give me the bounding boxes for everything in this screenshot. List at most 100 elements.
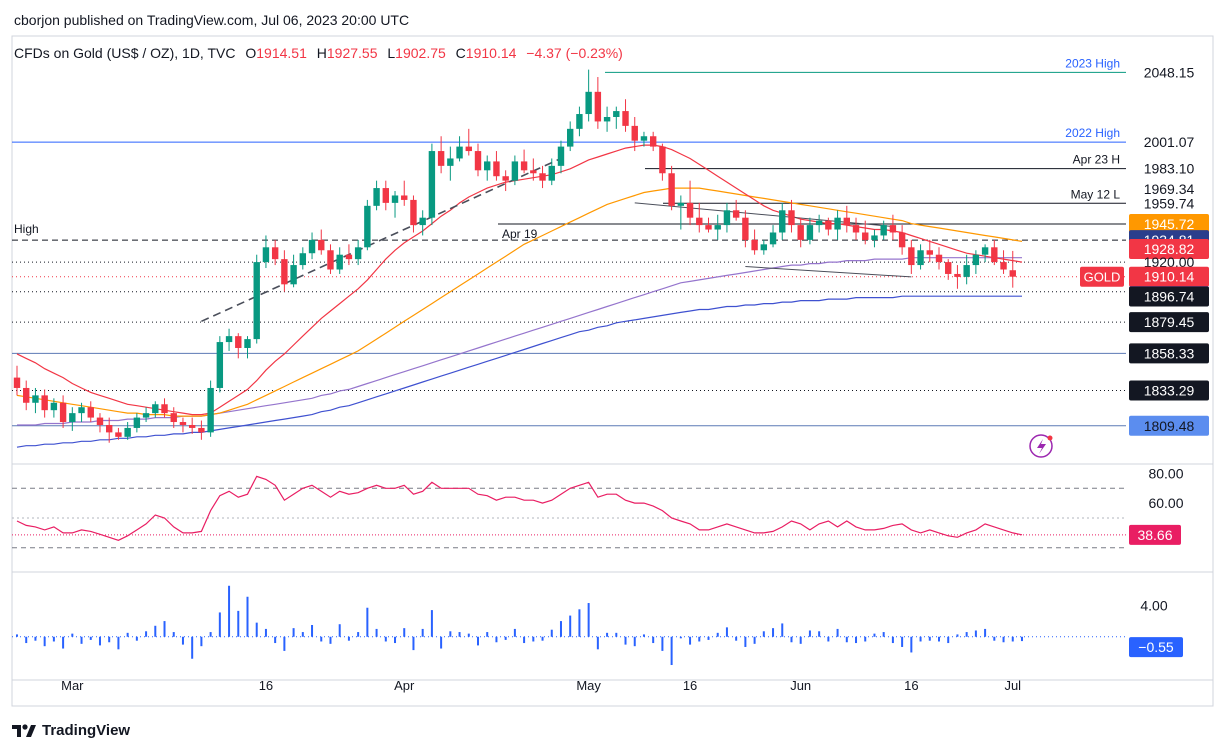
price-tag-bg <box>1129 239 1209 260</box>
hist-bar <box>569 615 572 637</box>
candle-body <box>207 387 214 433</box>
symbol-title: CFDs on Gold (US$ / OZ), 1D, TVC <box>14 45 236 61</box>
low-label: L <box>387 45 396 61</box>
hist-bar <box>910 636 913 653</box>
candle <box>198 420 205 440</box>
hist-bar <box>52 636 55 642</box>
candle <box>696 202 703 233</box>
candle <box>649 131 657 152</box>
hist-bar <box>43 636 46 647</box>
candle-body <box>484 161 491 171</box>
candle <box>548 158 555 186</box>
hist-bar <box>347 636 350 641</box>
hist-bar <box>218 612 221 637</box>
price-scale-tag: 1879.45 <box>1129 312 1209 333</box>
hist-bar <box>753 636 756 644</box>
hist-bar <box>117 636 120 650</box>
candle <box>871 229 878 248</box>
tradingview-logo-icon <box>12 723 36 739</box>
hist-bar <box>329 636 332 644</box>
hist-bar <box>135 636 138 641</box>
candle <box>474 143 482 177</box>
time-tick-label: Jun <box>790 678 811 693</box>
price-tag-bg <box>1129 415 1209 436</box>
level-label: May 12 L <box>1071 187 1121 201</box>
candle <box>576 106 583 137</box>
hist-bar <box>901 636 904 647</box>
candle <box>539 165 546 189</box>
hist-bar <box>486 632 489 637</box>
price-scale-tag: 1809.48 <box>1129 415 1209 436</box>
flash-icon <box>1029 434 1053 458</box>
hist-bar <box>98 636 101 646</box>
candle <box>806 217 814 245</box>
candle-body <box>133 417 141 428</box>
candle <box>862 220 869 245</box>
change-value: −4.37 (−0.23%) <box>526 45 623 61</box>
candle-body <box>613 111 620 117</box>
price-scale-tag: 1969.34 <box>1144 181 1195 197</box>
candle <box>714 214 721 240</box>
level-label: High <box>14 222 39 236</box>
triangle-lower <box>745 266 912 278</box>
candle <box>945 259 952 280</box>
rsi-pane: 80.00 60.00 38.66 <box>12 465 1184 549</box>
hist-bar <box>624 636 627 645</box>
candle-body <box>539 173 546 181</box>
candle-body <box>336 254 343 270</box>
price-scale-tag: 1928.82 <box>1129 239 1209 260</box>
candle <box>484 155 491 181</box>
price-tag-bg <box>1129 266 1209 287</box>
hist-bar <box>790 636 793 643</box>
candle <box>271 239 279 266</box>
candle <box>742 210 749 248</box>
candle-body <box>917 250 924 266</box>
candle-body <box>179 422 187 425</box>
hist-bar <box>652 636 655 644</box>
sma100-line <box>17 257 1022 426</box>
sma20-line <box>16 144 1023 416</box>
candle <box>511 155 519 186</box>
hist-bar <box>947 636 950 644</box>
candle <box>732 199 740 221</box>
hist-bar <box>615 632 618 637</box>
candle <box>843 205 850 233</box>
candle <box>419 210 426 236</box>
candle-body <box>161 404 168 414</box>
candle <box>788 199 795 233</box>
hist-bar <box>237 610 240 637</box>
candle <box>502 170 509 192</box>
candle-body <box>852 225 860 233</box>
hist-bar <box>689 636 692 645</box>
candle-body <box>760 244 768 251</box>
hist-bar <box>1011 636 1014 642</box>
hist-bar <box>587 603 590 637</box>
price-tag-bg <box>1129 286 1209 307</box>
candle-body <box>170 413 177 423</box>
candle-body <box>32 395 39 403</box>
candle-body <box>622 111 629 126</box>
hist-bar <box>430 610 433 637</box>
candle <box>69 407 76 431</box>
hist-value-bg <box>1129 637 1183 658</box>
hist-bar <box>504 636 507 640</box>
legend-row: CFDs on Gold (US$ / OZ), 1D, TVC O1914.5… <box>14 45 623 61</box>
candle-body <box>142 413 150 418</box>
close-label: C <box>455 45 466 61</box>
candle <box>520 149 528 174</box>
price-tag-text: 1896.74 <box>1144 289 1195 305</box>
hist-bar <box>154 625 157 637</box>
price-scale-tag: 2048.15 <box>1144 64 1195 80</box>
candle <box>760 239 768 255</box>
footer-brand[interactable]: TradingView <box>12 722 130 739</box>
hist-bar <box>707 636 710 640</box>
candle <box>797 217 804 248</box>
alert-dot-icon <box>1047 435 1053 441</box>
candle <box>428 143 436 226</box>
candle-body <box>594 91 602 122</box>
hist-bar <box>513 628 516 637</box>
hist-bar <box>320 636 323 642</box>
hist-bar <box>357 632 360 637</box>
candle <box>705 217 712 233</box>
